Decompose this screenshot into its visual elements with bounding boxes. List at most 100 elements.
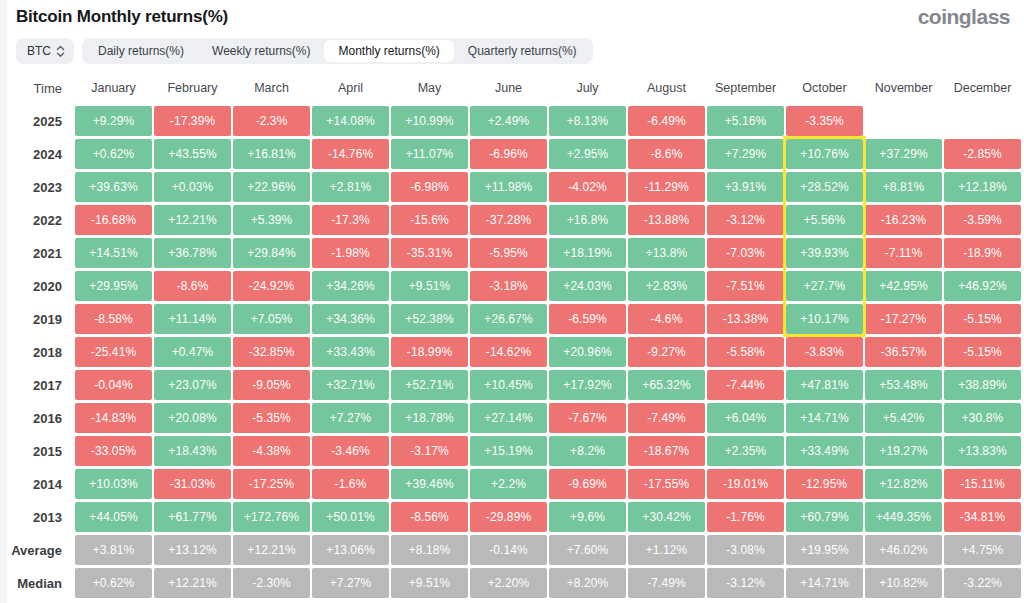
return-cell: +17.92% [549,370,626,400]
return-cell: +61.77% [154,502,231,532]
return-cell: +2.83% [628,271,705,301]
table-row-2019: 2019-8.58%+11.14%+7.05%+34.36%+52.38%+26… [10,304,1024,334]
return-cell: -5.15% [944,304,1021,334]
return-cell: +9.29% [75,106,152,136]
return-cell: +5.42% [865,403,942,433]
return-cell: -3.83% [786,337,863,367]
return-cell: +8.2% [549,436,626,466]
return-cell: +33.43% [312,337,389,367]
return-cell: -1.6% [312,469,389,499]
tab-daily[interactable]: Daily returns(%) [84,40,198,62]
row-label: Median [10,568,75,598]
symbol-selector[interactable]: BTC [16,38,74,64]
return-cell: -0.14% [470,535,547,565]
coinglass-logo: coinglass [918,7,1010,27]
row-label: 2014 [10,469,75,499]
return-cell: -13.88% [628,205,705,235]
return-cell: +13.12% [154,535,231,565]
return-cell: -0.04% [75,370,152,400]
column-header-december: December [944,73,1021,103]
tab-weekly[interactable]: Weekly returns(%) [198,40,324,62]
return-cell: +11.14% [154,304,231,334]
return-cell: +0.62% [75,139,152,169]
return-cell: -17.25% [233,469,310,499]
row-label: 2018 [10,337,75,367]
return-cell: -11.29% [628,172,705,202]
column-header-april: April [312,73,389,103]
return-cell: -18.99% [391,337,468,367]
return-cell: -8.58% [75,304,152,334]
return-cell: -8.6% [628,139,705,169]
return-cell: +36.78% [154,238,231,268]
return-cell: +12.82% [865,469,942,499]
return-cell: -7.49% [628,568,705,598]
return-cell: -4.02% [549,172,626,202]
return-cell: -32.85% [233,337,310,367]
return-cell: +32.71% [312,370,389,400]
return-cell: +39.46% [391,469,468,499]
return-cell: -9.05% [233,370,310,400]
return-cell: -24.92% [233,271,310,301]
return-cell: -3.17% [391,436,468,466]
return-cell: -3.12% [707,568,784,598]
return-cell: -31.03% [154,469,231,499]
return-cell: +4.75% [944,535,1021,565]
return-cell: +2.95% [549,139,626,169]
return-cell: +38.89% [944,370,1021,400]
return-cell: +14.51% [75,238,152,268]
return-cell: +24.03% [549,271,626,301]
return-cell: +5.16% [707,106,784,136]
return-cell: +13.06% [312,535,389,565]
return-cell: +11.07% [391,139,468,169]
return-cell: +7.29% [707,139,784,169]
return-cell: +13.83% [944,436,1021,466]
return-cell: +10.99% [391,106,468,136]
return-cell: +23.07% [154,370,231,400]
return-cell: +30.8% [944,403,1021,433]
return-cell: +29.84% [233,238,310,268]
column-header-august: August [628,73,705,103]
return-cell: +5.39% [233,205,310,235]
table-row-2021: 2021+14.51%+36.78%+29.84%-1.98%-35.31%-5… [10,238,1024,268]
column-header-time: Time [10,73,75,103]
controls-row: BTC Daily returns(%)Weekly returns(%)Mon… [16,38,1024,64]
return-cell: +44.05% [75,502,152,532]
return-cell: +43.55% [154,139,231,169]
return-cell: -4.38% [233,436,310,466]
topbar: Bitcoin Monthly returns(%) coinglass [0,0,1024,27]
return-cell: +18.78% [391,403,468,433]
return-cell: -16.68% [75,205,152,235]
row-label: 2019 [10,304,75,334]
return-cell: +8.13% [549,106,626,136]
row-label: 2013 [10,502,75,532]
return-cell: +39.93% [786,238,863,268]
return-cell: -1.98% [312,238,389,268]
return-cell: +10.82% [865,568,942,598]
tab-monthly[interactable]: Monthly returns(%) [324,40,453,62]
return-cell: -7.51% [707,271,784,301]
return-cell: +39.63% [75,172,152,202]
return-cell: -7.49% [628,403,705,433]
column-header-june: June [470,73,547,103]
return-cell: +60.79% [786,502,863,532]
table-row-2020: 2020+29.95%-8.6%-24.92%+34.26%+9.51%-3.1… [10,271,1024,301]
column-header-september: September [707,73,784,103]
return-cell: +10.45% [470,370,547,400]
return-cell: +30.42% [628,502,705,532]
return-cell: -12.95% [786,469,863,499]
return-cell: +22.96% [233,172,310,202]
return-cell: -7.03% [707,238,784,268]
return-cell: -14.83% [75,403,152,433]
return-cell: -1.76% [707,502,784,532]
return-cell: +19.95% [786,535,863,565]
return-cell: +14.71% [786,403,863,433]
table-row-2025: 2025+9.29%-17.39%-2.3%+14.08%+10.99%+2.4… [10,106,1024,136]
return-cell: +0.47% [154,337,231,367]
return-cell: +16.81% [233,139,310,169]
return-cell: -3.35% [786,106,863,136]
return-cell: +46.02% [865,535,942,565]
return-cell: +20.08% [154,403,231,433]
return-cell: +2.49% [470,106,547,136]
tab-quarterly[interactable]: Quarterly returns(%) [454,40,591,62]
return-cell: +20.96% [549,337,626,367]
